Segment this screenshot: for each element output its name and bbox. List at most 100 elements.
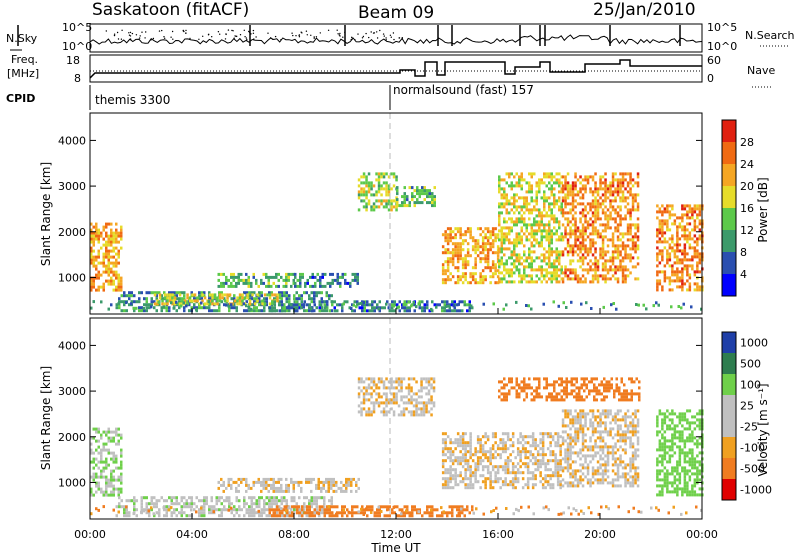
echo-cell <box>356 272 359 276</box>
echo-cell <box>303 309 306 313</box>
echo-cell <box>596 199 600 203</box>
echo-cell <box>658 231 662 235</box>
echo-cell <box>673 243 677 247</box>
echo-cell <box>362 175 366 179</box>
echo-cell <box>265 502 268 506</box>
echo-cell <box>319 284 322 288</box>
echo-cell <box>115 466 118 470</box>
echo-cell <box>420 386 423 390</box>
echo-cell <box>426 192 429 196</box>
echo-cell <box>454 468 457 472</box>
echo-cell <box>584 190 587 194</box>
echo-cell <box>603 386 606 390</box>
echo-cell <box>397 404 401 408</box>
echo-cell <box>130 499 133 503</box>
cpid-label: CPID <box>6 92 35 105</box>
echo-cell <box>586 226 590 230</box>
nsearch-point <box>298 36 301 38</box>
echo-cell <box>444 230 447 234</box>
echo-cell <box>444 260 447 264</box>
echo-cell <box>237 278 240 282</box>
echo-cell <box>324 272 327 276</box>
echo-cell <box>626 226 630 230</box>
echo-cell <box>599 175 602 179</box>
echo-cell <box>385 172 388 176</box>
echo-cell <box>530 229 533 233</box>
echo-cell <box>619 232 622 236</box>
echo-cell <box>544 477 547 481</box>
echo-cell <box>481 450 485 454</box>
echo-cell <box>656 228 659 232</box>
echo-cell <box>594 187 597 191</box>
echo-cell <box>110 469 113 473</box>
echo-cell <box>491 272 495 276</box>
echo-cell <box>125 514 128 518</box>
echo-cell <box>508 274 511 278</box>
echo-cell <box>372 401 376 405</box>
echo-cell <box>555 238 558 242</box>
echo-cell <box>318 514 321 518</box>
echo-cell <box>135 499 138 503</box>
echo-cell <box>571 232 575 236</box>
echo-cell <box>579 247 582 251</box>
echo-cell <box>571 208 575 212</box>
echo-cell <box>403 195 406 199</box>
echo-cell <box>120 490 123 494</box>
echo-cell <box>668 288 672 292</box>
echo-cell <box>530 190 533 194</box>
echo-cell <box>606 217 610 221</box>
echo-cell <box>466 227 470 231</box>
echo-cell <box>120 225 123 229</box>
echo-cell <box>601 193 605 197</box>
echo-cell <box>571 436 575 440</box>
echo-cell <box>341 275 344 279</box>
echo-cell <box>550 280 553 284</box>
echo-cell <box>561 238 565 242</box>
echo-cell <box>341 505 344 509</box>
echo-cell <box>178 300 181 304</box>
echo-cell <box>566 187 570 191</box>
echo-cell <box>546 432 550 436</box>
echo-cell <box>237 489 240 493</box>
floor-echo-cell <box>350 307 353 310</box>
echo-cell <box>112 475 115 479</box>
echo-cell <box>510 241 513 245</box>
echo-cell <box>636 223 640 227</box>
echo-cell <box>518 217 521 221</box>
echo-cell <box>671 246 674 250</box>
echo-cell <box>110 240 113 244</box>
echo-cell <box>661 285 664 289</box>
echo-cell <box>479 272 482 276</box>
echo-cell <box>335 489 338 493</box>
nsearch-point <box>376 37 379 39</box>
echo-cell <box>499 486 502 490</box>
echo-cell <box>550 392 553 396</box>
echo-cell <box>510 268 513 272</box>
echo-cell <box>326 511 329 515</box>
echo-cell <box>105 481 108 485</box>
echo-cell <box>500 392 503 396</box>
echo-cell <box>673 252 677 256</box>
echo-cell <box>417 401 421 405</box>
echo-cell <box>110 228 113 232</box>
echo-cell <box>427 392 431 396</box>
echo-cell <box>459 257 462 261</box>
echo-cell <box>90 231 93 235</box>
echo-cell <box>576 280 580 284</box>
echo-cell <box>500 380 503 384</box>
echo-cell <box>286 511 289 515</box>
echo-cell <box>362 190 366 194</box>
floor-echo-cell <box>150 305 153 309</box>
echo-cell <box>581 268 585 272</box>
echo-cell <box>491 227 495 231</box>
echo-cell <box>120 309 123 313</box>
echo-cell <box>253 306 256 310</box>
echo-cell <box>560 380 563 384</box>
echo-cell <box>325 477 328 481</box>
echo-cell <box>461 432 465 436</box>
echo-cell <box>245 291 248 295</box>
echo-cell <box>579 280 582 284</box>
echo-cell <box>696 207 699 211</box>
echo-cell <box>508 211 511 215</box>
echo-cell <box>594 211 597 215</box>
